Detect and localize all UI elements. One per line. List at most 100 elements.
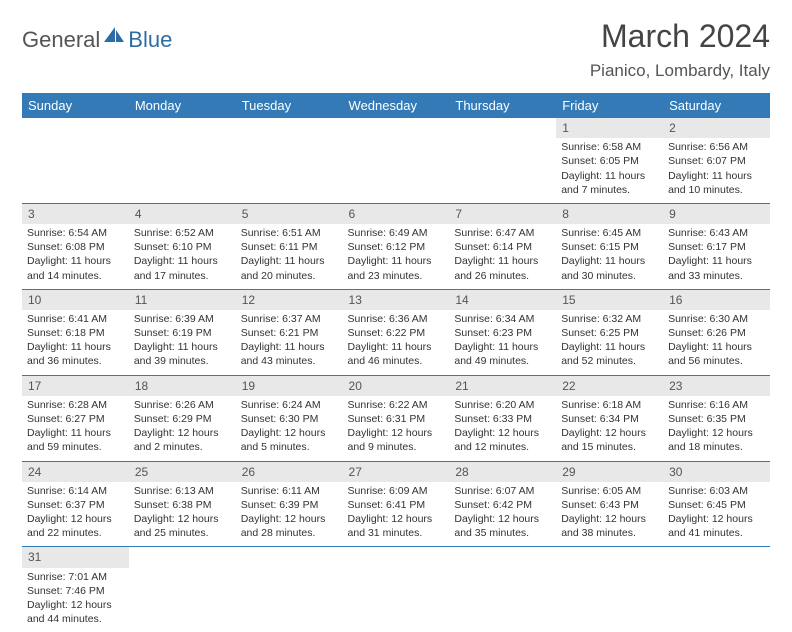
day-cell: Sunrise: 6:39 AMSunset: 6:19 PMDaylight:… (129, 310, 236, 375)
day-cell: Sunrise: 6:51 AMSunset: 6:11 PMDaylight:… (236, 224, 343, 289)
day-cell: Sunrise: 6:16 AMSunset: 6:35 PMDaylight:… (663, 396, 770, 461)
day-cell: Sunrise: 6:20 AMSunset: 6:33 PMDaylight:… (449, 396, 556, 461)
sunset-line: Sunset: 6:15 PM (561, 240, 658, 254)
sunrise-line: Sunrise: 6:05 AM (561, 484, 658, 498)
day-cell: Sunrise: 6:24 AMSunset: 6:30 PMDaylight:… (236, 396, 343, 461)
sunset-line: Sunset: 6:35 PM (668, 412, 765, 426)
sunset-line: Sunset: 6:17 PM (668, 240, 765, 254)
day-number: 20 (343, 375, 450, 396)
daylight-line: Daylight: 12 hours and 5 minutes. (241, 426, 338, 454)
daylight-line: Daylight: 11 hours and 36 minutes. (27, 340, 124, 368)
day-cell: Sunrise: 6:09 AMSunset: 6:41 PMDaylight:… (343, 482, 450, 547)
location: Pianico, Lombardy, Italy (590, 61, 770, 81)
day-header: Saturday (663, 93, 770, 118)
sunrise-line: Sunrise: 7:01 AM (27, 570, 124, 584)
day-header: Thursday (449, 93, 556, 118)
day-cell: Sunrise: 6:45 AMSunset: 6:15 PMDaylight:… (556, 224, 663, 289)
day-number (343, 547, 450, 568)
week-row: Sunrise: 6:41 AMSunset: 6:18 PMDaylight:… (22, 310, 770, 375)
title-block: March 2024 Pianico, Lombardy, Italy (590, 18, 770, 81)
sunset-line: Sunset: 6:05 PM (561, 154, 658, 168)
daylight-line: Daylight: 12 hours and 35 minutes. (454, 512, 551, 540)
day-cell: Sunrise: 6:30 AMSunset: 6:26 PMDaylight:… (663, 310, 770, 375)
sunrise-line: Sunrise: 6:03 AM (668, 484, 765, 498)
daylight-line: Daylight: 12 hours and 12 minutes. (454, 426, 551, 454)
day-cell: Sunrise: 6:54 AMSunset: 6:08 PMDaylight:… (22, 224, 129, 289)
daylight-line: Daylight: 11 hours and 30 minutes. (561, 254, 658, 282)
day-cell: Sunrise: 6:43 AMSunset: 6:17 PMDaylight:… (663, 224, 770, 289)
day-number: 9 (663, 203, 770, 224)
day-cell: Sunrise: 6:47 AMSunset: 6:14 PMDaylight:… (449, 224, 556, 289)
day-number: 27 (343, 461, 450, 482)
daylight-line: Daylight: 11 hours and 52 minutes. (561, 340, 658, 368)
day-header: Monday (129, 93, 236, 118)
day-number: 3 (22, 203, 129, 224)
sunset-line: Sunset: 6:25 PM (561, 326, 658, 340)
day-number (236, 547, 343, 568)
sunrise-line: Sunrise: 6:32 AM (561, 312, 658, 326)
day-cell (556, 568, 663, 632)
daylight-line: Daylight: 12 hours and 38 minutes. (561, 512, 658, 540)
daylight-line: Daylight: 12 hours and 2 minutes. (134, 426, 231, 454)
sunset-line: Sunset: 6:12 PM (348, 240, 445, 254)
day-number: 2 (663, 118, 770, 138)
day-cell: Sunrise: 6:37 AMSunset: 6:21 PMDaylight:… (236, 310, 343, 375)
day-cell: Sunrise: 6:13 AMSunset: 6:38 PMDaylight:… (129, 482, 236, 547)
sunrise-line: Sunrise: 6:56 AM (668, 140, 765, 154)
sunset-line: Sunset: 6:43 PM (561, 498, 658, 512)
week-row: Sunrise: 6:58 AMSunset: 6:05 PMDaylight:… (22, 138, 770, 203)
day-number (236, 118, 343, 138)
sunrise-line: Sunrise: 6:11 AM (241, 484, 338, 498)
logo: General Blue (22, 26, 172, 53)
daylight-line: Daylight: 11 hours and 23 minutes. (348, 254, 445, 282)
day-cell (343, 138, 450, 203)
day-number: 7 (449, 203, 556, 224)
sunrise-line: Sunrise: 6:51 AM (241, 226, 338, 240)
sunset-line: Sunset: 6:10 PM (134, 240, 231, 254)
sunrise-line: Sunrise: 6:43 AM (668, 226, 765, 240)
sunset-line: Sunset: 6:37 PM (27, 498, 124, 512)
day-cell: Sunrise: 7:01 AMSunset: 7:46 PMDaylight:… (22, 568, 129, 632)
day-number: 10 (22, 289, 129, 310)
sunset-line: Sunset: 6:31 PM (348, 412, 445, 426)
sunset-line: Sunset: 6:34 PM (561, 412, 658, 426)
day-number: 4 (129, 203, 236, 224)
day-cell (236, 138, 343, 203)
sunrise-line: Sunrise: 6:49 AM (348, 226, 445, 240)
day-cell (663, 568, 770, 632)
daylight-line: Daylight: 12 hours and 15 minutes. (561, 426, 658, 454)
sunrise-line: Sunrise: 6:30 AM (668, 312, 765, 326)
day-number-row: 10111213141516 (22, 289, 770, 310)
day-number: 16 (663, 289, 770, 310)
daylight-line: Daylight: 12 hours and 9 minutes. (348, 426, 445, 454)
sunrise-line: Sunrise: 6:54 AM (27, 226, 124, 240)
header: General Blue March 2024 Pianico, Lombard… (22, 18, 770, 81)
day-cell (236, 568, 343, 632)
daylight-line: Daylight: 11 hours and 56 minutes. (668, 340, 765, 368)
sunset-line: Sunset: 6:30 PM (241, 412, 338, 426)
sunrise-line: Sunrise: 6:14 AM (27, 484, 124, 498)
sunrise-line: Sunrise: 6:47 AM (454, 226, 551, 240)
day-cell: Sunrise: 6:28 AMSunset: 6:27 PMDaylight:… (22, 396, 129, 461)
sunrise-line: Sunrise: 6:24 AM (241, 398, 338, 412)
day-number (22, 118, 129, 138)
daylight-line: Daylight: 12 hours and 31 minutes. (348, 512, 445, 540)
day-number-row: 24252627282930 (22, 461, 770, 482)
day-number: 6 (343, 203, 450, 224)
daylight-line: Daylight: 11 hours and 43 minutes. (241, 340, 338, 368)
day-cell: Sunrise: 6:22 AMSunset: 6:31 PMDaylight:… (343, 396, 450, 461)
sail-icon (103, 26, 125, 49)
day-cell: Sunrise: 6:36 AMSunset: 6:22 PMDaylight:… (343, 310, 450, 375)
day-number: 24 (22, 461, 129, 482)
day-number (556, 547, 663, 568)
day-number: 14 (449, 289, 556, 310)
month-title: March 2024 (590, 18, 770, 55)
day-cell: Sunrise: 6:26 AMSunset: 6:29 PMDaylight:… (129, 396, 236, 461)
sunrise-line: Sunrise: 6:13 AM (134, 484, 231, 498)
day-number: 5 (236, 203, 343, 224)
day-number: 8 (556, 203, 663, 224)
sunset-line: Sunset: 6:27 PM (27, 412, 124, 426)
day-number (663, 547, 770, 568)
day-number: 29 (556, 461, 663, 482)
day-number-row: 12 (22, 118, 770, 138)
